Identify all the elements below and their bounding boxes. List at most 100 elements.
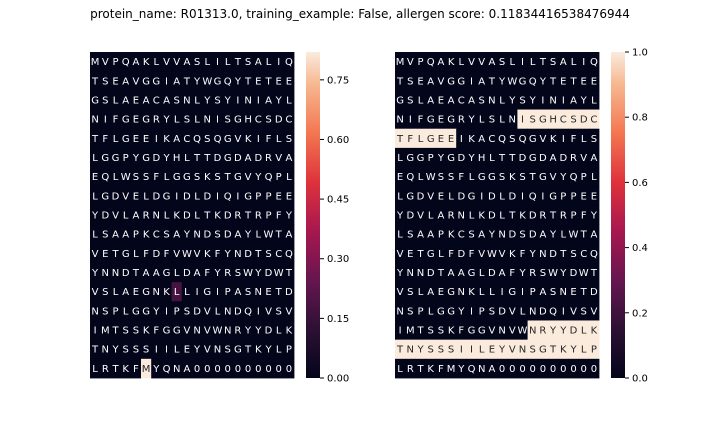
heatmap-cell [497,128,508,149]
heatmap-cell [253,301,264,321]
heatmap-cell [497,147,508,168]
cell-letter: T [132,268,140,279]
heatmap-cell [273,109,285,130]
cell-letter: L [276,326,282,337]
heatmap-cell [243,109,254,130]
cell-letter: G [549,191,557,202]
cell-letter: A [183,57,190,68]
cell-letter: 0 [560,364,566,375]
heatmap-cell [90,320,101,341]
cell-letter: V [132,76,139,87]
cell-letter: Q [427,57,435,68]
heatmap-cell [232,52,244,72]
heatmap-cell [110,243,121,264]
cell-letter: Q [529,76,537,87]
cell-letter: H [173,153,181,164]
cell-letter: G [437,306,445,317]
cell-letter: P [417,306,423,317]
cell-letter: S [235,268,241,279]
colorbar-tick-label: 0.45 [327,195,349,206]
heatmap-cell [486,186,498,206]
cell-letter: L [266,57,272,68]
heatmap-cell [120,224,132,245]
cell-letter: P [417,57,423,68]
heatmap-cell [253,71,264,91]
heatmap-cell [273,90,285,110]
cell-letter: S [407,230,413,241]
cell-letter: 0 [540,364,546,375]
cell-letter: 0 [286,364,292,375]
cell-letter: G [478,172,486,183]
cell-letter: R [234,211,241,222]
heatmap-cell [486,128,498,149]
heatmap-cell [130,282,142,302]
heatmap-cell [202,71,213,91]
heatmap-cell [253,224,264,245]
heatmap-cell [171,358,183,379]
heatmap-cell [456,301,467,321]
heatmap-cell [232,90,244,110]
cell-letter: A [163,95,170,106]
cell-letter: G [529,134,537,145]
cell-letter: Y [559,172,567,183]
cell-letter: P [265,211,271,222]
heatmap-cell [456,358,467,379]
cell-letter: N [519,345,526,356]
heatmap-cell [181,71,193,91]
heatmap-cell [100,224,111,245]
cell-letter: Y [254,172,262,183]
cell-letter: A [448,268,455,279]
cell-letter: G [447,115,455,126]
heatmap-cell [497,339,508,360]
cell-letter: L [276,134,282,145]
cell-letter: A [234,287,241,298]
heatmap-cell [588,224,600,245]
cell-letter: V [92,249,99,260]
cell-letter: G [142,76,150,87]
cell-letter: Y [91,211,99,222]
cell-letter: F [143,249,149,260]
cell-letter: V [478,57,485,68]
cell-letter: G [173,172,181,183]
heatmap-cell [446,186,457,206]
heatmap-cell [578,358,590,379]
heatmap-cell [110,205,121,225]
cell-letter: S [143,172,149,183]
cell-letter: F [571,134,577,145]
cell-letter: Y [498,76,506,87]
cell-letter: M [406,326,415,337]
cell-letter: L [174,268,180,279]
heatmap-cell [456,224,467,245]
cell-letter: G [214,76,222,87]
cell-letter: Y [193,345,201,356]
cell-letter: P [255,191,261,202]
cell-letter: L [561,230,567,241]
heatmap-cell [110,128,121,149]
cell-letter: Y [162,153,170,164]
cell-letter: K [163,287,170,298]
heatmap-cell [192,90,203,110]
cell-letter: Q [214,134,222,145]
heatmap-cell [130,339,142,360]
cell-letter: G [183,172,191,183]
heatmap-cell [283,224,295,245]
heatmap-cell [568,90,579,110]
cell-letter: L [479,345,485,356]
heatmap-cell [161,90,172,110]
heatmap-cell [497,224,508,245]
heatmap-cell [435,167,447,187]
heatmap-cell [130,128,142,149]
cell-letter: S [184,115,190,126]
cell-letter: P [112,57,118,68]
cell-letter: D [508,191,516,202]
heatmap-cell [212,186,223,206]
heatmap-cell [415,186,426,206]
cell-letter: A [132,57,139,68]
cell-letter: N [173,364,180,375]
heatmap-cell [243,262,254,283]
cell-letter: T [111,249,119,260]
heatmap-cell [100,71,111,91]
heatmap-cell [568,282,579,302]
heatmap-cell [273,52,285,72]
cell-letter: W [548,268,558,279]
